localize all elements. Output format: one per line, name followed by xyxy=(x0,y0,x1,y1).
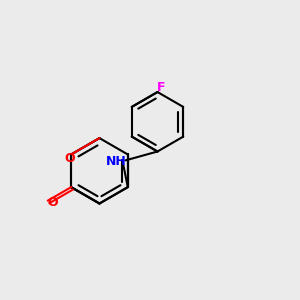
Text: F: F xyxy=(157,81,165,94)
Text: O: O xyxy=(64,152,75,165)
Text: O: O xyxy=(47,196,58,208)
Text: NH: NH xyxy=(106,155,126,168)
